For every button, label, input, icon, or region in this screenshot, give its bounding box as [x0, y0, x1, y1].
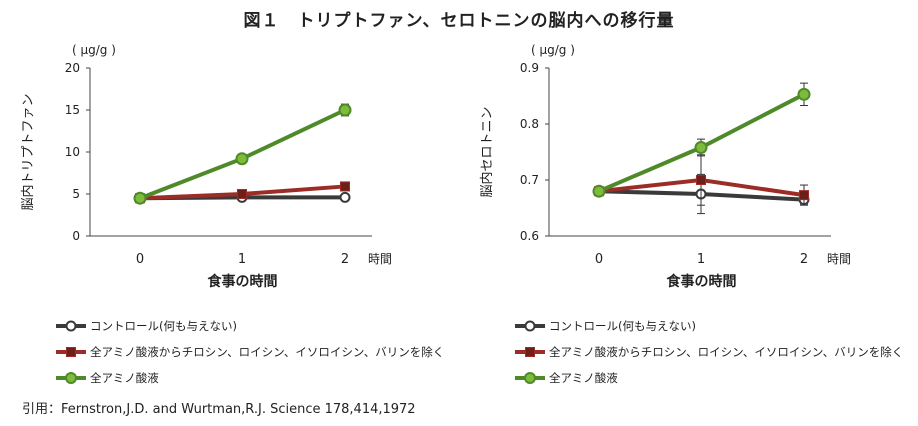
- x-tick-label: 1: [697, 252, 705, 267]
- legend-swatch-marker: [525, 347, 535, 357]
- data-point: [237, 189, 247, 199]
- legend-item: 全アミノ酸液からチロシン、ロイシン、イソロイシン、バリンを除く: [56, 345, 444, 359]
- legend-swatch-marker: [65, 320, 77, 332]
- x-tick-label: 2: [800, 252, 808, 267]
- unit-label: ( µg/g ): [531, 43, 575, 57]
- series-all_aa: [133, 103, 352, 205]
- legend-label: 全アミノ酸液: [549, 371, 618, 385]
- data-point: [696, 175, 706, 185]
- data-point: [235, 152, 249, 166]
- series-all_aa: [592, 82, 811, 198]
- data-point: [592, 184, 606, 198]
- unit-label: ( µg/g ): [72, 43, 116, 57]
- legend-label: 全アミノ酸液からチロシン、ロイシン、イソロイシン、バリンを除く: [90, 345, 444, 359]
- legend-swatch-marker: [524, 372, 536, 384]
- x-tick-label: 1: [238, 252, 246, 267]
- data-point: [799, 190, 809, 201]
- legend-label: 全アミノ酸液からチロシン、ロイシン、イソロイシン、バリンを除く: [549, 345, 903, 359]
- chart-tryptophan: ( µg/g ) 脳内トリプトファン 0 5 10 15 20 0 1 2 時間食事の時間コントロー…: [20, 43, 444, 385]
- y-tick-label: 0.9: [520, 61, 539, 75]
- legend-item: 全アミノ酸液: [515, 371, 618, 385]
- data-point: [338, 103, 352, 117]
- x-tick-label: 0: [136, 252, 144, 267]
- x-axis-suffix: 時間: [368, 252, 392, 266]
- data-point: [694, 141, 708, 155]
- y-tick-label: 0.6: [520, 229, 539, 243]
- y-tick-label: 0.7: [520, 173, 539, 187]
- x-axis-label: 食事の時間: [667, 273, 737, 290]
- y-axis-label: 脳内トリプトファン: [20, 93, 36, 210]
- chart-serotonin: ( µg/g ) 脳内セロトニン 0.6 0.7 0.8 0.9 0 1 2 時間食事の時間コント…: [479, 43, 903, 385]
- y-tick-label: 15: [65, 103, 80, 117]
- legend-label: 全アミノ酸液: [90, 371, 159, 385]
- x-tick-label: 0: [595, 252, 603, 267]
- figure-title: 図１ トリプトファン、セロトニンの脳内への移行量: [243, 11, 675, 31]
- legend-item: コントロール(何も与えない): [515, 319, 696, 333]
- y-tick-label: 5: [72, 187, 80, 201]
- legend-label: コントロール(何も与えない): [90, 319, 237, 333]
- x-axis-label: 食事の時間: [208, 273, 278, 290]
- y-axis-label: 脳内セロトニン: [479, 106, 495, 197]
- x-tick-label: 2: [341, 252, 349, 267]
- legend-swatch-marker: [65, 372, 77, 384]
- citation: 引用：Fernstron,J.D. and Wurtman,R.J. Scien…: [22, 402, 416, 417]
- y-tick-label: 0: [72, 229, 80, 243]
- legend-item: コントロール(何も与えない): [56, 319, 237, 333]
- data-point: [339, 191, 351, 203]
- x-axis-suffix: 時間: [827, 252, 851, 266]
- data-point: [133, 191, 147, 205]
- y-tick-label: 0.8: [520, 117, 539, 131]
- y-tick-label: 20: [65, 61, 80, 75]
- data-point: [797, 87, 811, 101]
- legend-item: 全アミノ酸液からチロシン、ロイシン、イソロイシン、バリンを除く: [515, 345, 903, 359]
- y-tick-label: 10: [65, 145, 80, 159]
- data-point: [340, 181, 350, 192]
- legend-label: コントロール(何も与えない): [549, 319, 696, 333]
- legend-swatch-marker: [524, 320, 536, 332]
- legend-swatch-marker: [66, 347, 76, 357]
- legend-item: 全アミノ酸液: [56, 371, 159, 385]
